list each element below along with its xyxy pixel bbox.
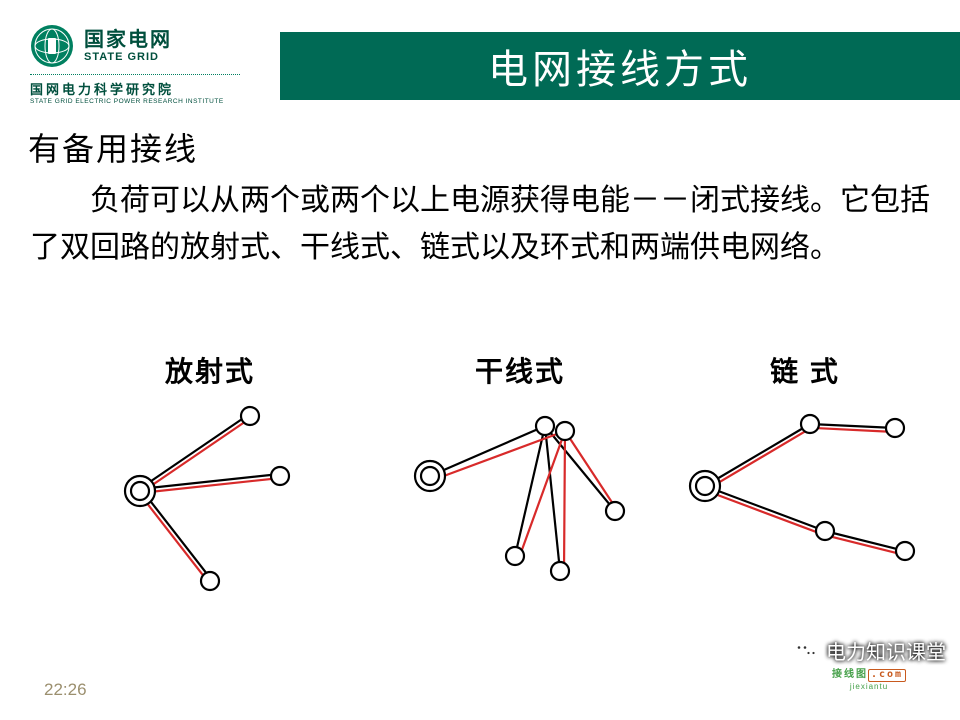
radial-svg [90, 396, 330, 606]
wechat-text: 电力知识课堂 [826, 636, 946, 665]
diagram-chain: 链 式 [655, 350, 955, 596]
diagram-trunk: 干线式 [370, 350, 670, 606]
logo-divider [30, 74, 240, 75]
diagrams-row: 放射式 干线式 链 式 [0, 350, 960, 630]
body-text: 负荷可以从两个或两个以上电源获得电能－－闭式接线。它包括了双回路的放射式、干线式… [30, 178, 930, 271]
diagram-label-chain: 链 式 [655, 350, 955, 390]
watermark: 接线图.com jiexiantu [792, 669, 946, 692]
sub-logo-cn: 国网电力科学研究院 [30, 79, 270, 98]
logo-en: STATE GRID [84, 51, 172, 63]
wechat-icon [792, 639, 820, 663]
page-title: 电网接线方式 [488, 37, 752, 95]
sub-logo-en: STATE GRID ELECTRIC POWER RESEARCH INSTI… [30, 98, 270, 105]
section-title: 有备用接线 [28, 124, 198, 170]
wm-py: jiexiantu [850, 682, 888, 691]
logo-cn: 国家电网 [84, 30, 172, 51]
body-content: 负荷可以从两个或两个以上电源获得电能－－闭式接线。它包括了双回路的放射式、干线式… [30, 184, 930, 264]
wm-com: .com [868, 669, 906, 682]
trunk-svg [385, 396, 655, 606]
wechat-label: 电力知识课堂 [792, 636, 946, 665]
header: 国家电网 STATE GRID 国网电力科学研究院 STATE GRID ELE… [0, 0, 960, 100]
diagram-label-trunk: 干线式 [370, 350, 670, 390]
state-grid-logo-icon [30, 24, 74, 68]
chain-svg [665, 396, 945, 596]
footer-right: 电力知识课堂 接线图.com jiexiantu [792, 636, 946, 692]
title-bar: 电网接线方式 [280, 32, 960, 100]
timestamp: 22:26 [44, 680, 87, 700]
wm-top: 接线图 [832, 669, 868, 680]
logo-block: 国家电网 STATE GRID 国网电力科学研究院 STATE GRID ELE… [30, 24, 270, 105]
diagram-radial: 放射式 [60, 350, 360, 606]
diagram-label-radial: 放射式 [60, 350, 360, 390]
